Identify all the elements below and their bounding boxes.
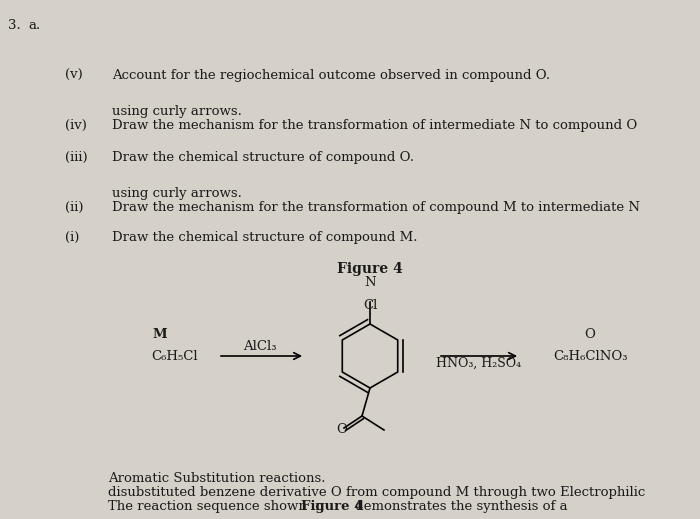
Text: (i): (i): [65, 231, 79, 244]
Text: The reaction sequence shown in: The reaction sequence shown in: [108, 500, 328, 513]
Text: using curly arrows.: using curly arrows.: [112, 187, 242, 200]
Text: Cl: Cl: [363, 299, 377, 312]
Text: O: O: [584, 327, 596, 340]
Text: (ii): (ii): [65, 201, 83, 214]
Text: (v): (v): [65, 69, 83, 82]
Text: Draw the mechanism for the transformation of compound M to intermediate N: Draw the mechanism for the transformatio…: [112, 201, 640, 214]
Text: Figure 4: Figure 4: [301, 500, 363, 513]
Text: Account for the regiochemical outcome observed in compound O.: Account for the regiochemical outcome ob…: [112, 69, 550, 82]
Text: Draw the chemical structure of compound M.: Draw the chemical structure of compound …: [112, 231, 417, 244]
Text: C₈H₆ClNO₃: C₈H₆ClNO₃: [553, 349, 627, 362]
Text: C₆H₅Cl: C₆H₅Cl: [152, 349, 198, 362]
Text: Aromatic Substitution reactions.: Aromatic Substitution reactions.: [108, 472, 326, 485]
Text: a.: a.: [28, 19, 41, 32]
Text: Draw the chemical structure of compound O.: Draw the chemical structure of compound …: [112, 151, 414, 164]
Text: AlCl₃: AlCl₃: [244, 340, 276, 353]
Text: (iii): (iii): [65, 151, 88, 164]
Text: disubstituted benzene derivative O from compound M through two Electrophilic: disubstituted benzene derivative O from …: [108, 486, 645, 499]
Text: HNO₃, H₂SO₄: HNO₃, H₂SO₄: [436, 357, 522, 370]
Text: Figure 4: Figure 4: [337, 262, 403, 276]
Text: using curly arrows.: using curly arrows.: [112, 105, 242, 118]
Text: O: O: [337, 423, 347, 436]
Text: (iv): (iv): [65, 119, 87, 132]
Text: M: M: [153, 327, 167, 340]
Text: Draw the mechanism for the transformation of intermediate N to compound O: Draw the mechanism for the transformatio…: [112, 119, 637, 132]
Text: demonstrates the synthesis of a: demonstrates the synthesis of a: [351, 500, 568, 513]
Text: 3.: 3.: [8, 19, 21, 32]
Text: N: N: [364, 276, 376, 289]
